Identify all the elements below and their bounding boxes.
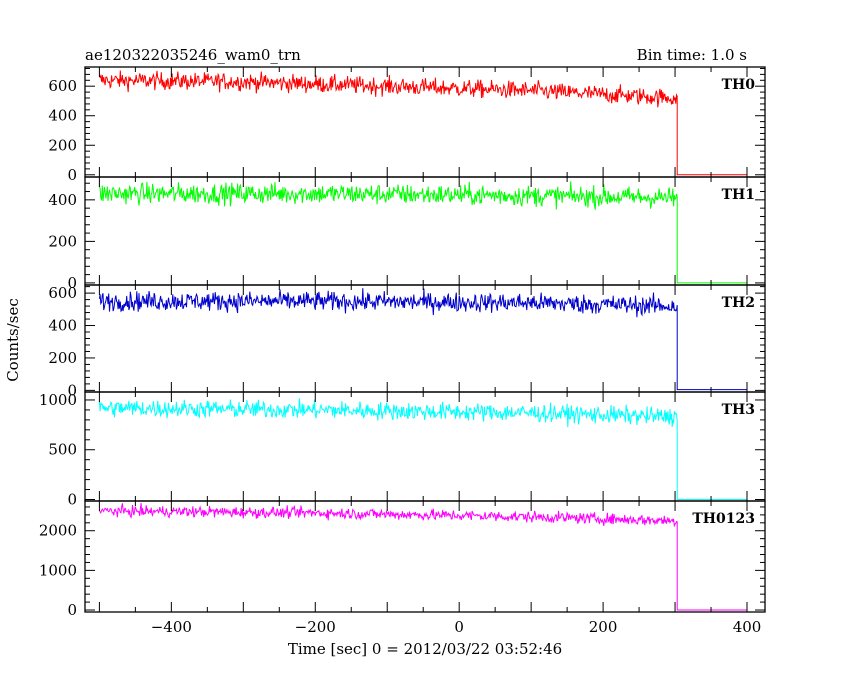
- panel-th2: 0 200 400 600 TH2: [48, 284, 766, 399]
- y-tick-label: 500: [48, 441, 77, 459]
- series-line-th0123: [99, 503, 747, 611]
- y-tick-label: 0: [67, 274, 77, 292]
- y-tick-label: 1000: [39, 561, 77, 579]
- series-line-th2: [98, 288, 747, 391]
- panel-th3: 0 500 1000 TH3: [39, 391, 766, 509]
- panel-frame: [84, 500, 766, 613]
- chart-title: ae120322035246_wam0_trn: [85, 46, 301, 64]
- y-tick-label: 600: [48, 77, 77, 95]
- y-tick-label: 200: [48, 232, 77, 250]
- y-tick-label: 0: [67, 381, 77, 399]
- y-tick-label: 0: [67, 491, 77, 509]
- x-tick-label: −200: [295, 618, 336, 636]
- panel-label: TH2: [722, 295, 755, 311]
- panel-label: TH0123: [692, 511, 755, 527]
- y-tick-label: 200: [48, 349, 77, 367]
- panel-th1: 0 200 400 TH1: [48, 176, 766, 292]
- x-tick-label: 0: [454, 618, 464, 636]
- series-line-th1: [98, 181, 747, 284]
- y-tick-label: 0: [67, 601, 77, 619]
- y-tick-label: 600: [48, 284, 77, 302]
- x-axis-label: Time [sec] 0 = 2012/03/22 03:52:46: [288, 640, 562, 658]
- x-tick-label: 200: [589, 618, 618, 636]
- y-axis-label: Counts/sec: [4, 298, 22, 382]
- panel-stack: 0 200 400 600 TH0 0 200 400 TH1 0 200 400 600 TH2 0 500…: [39, 66, 766, 636]
- bin-time-label: Bin time: 1.0 s: [637, 46, 747, 64]
- panel-label: TH1: [722, 187, 755, 203]
- y-tick-label: 200: [48, 136, 77, 154]
- x-tick-label: −400: [151, 618, 192, 636]
- y-tick-label: 400: [48, 317, 77, 335]
- y-tick-label: 400: [48, 107, 77, 125]
- series-line-th0: [98, 70, 747, 176]
- y-tick-label: 1000: [39, 391, 77, 409]
- y-tick-label: 400: [48, 191, 77, 209]
- x-tick-label: 400: [733, 618, 762, 636]
- panel-label: TH3: [722, 402, 755, 418]
- panel-label: TH0: [722, 77, 756, 93]
- y-tick-label: 2000: [39, 522, 77, 540]
- y-tick-label: 0: [67, 166, 77, 184]
- panel-th0123: 0 1000 2000 TH0123: [39, 500, 766, 619]
- panel-th0: 0 200 400 600 TH0: [48, 66, 766, 184]
- panel-frame: [84, 391, 766, 502]
- series-line-th3: [98, 398, 747, 500]
